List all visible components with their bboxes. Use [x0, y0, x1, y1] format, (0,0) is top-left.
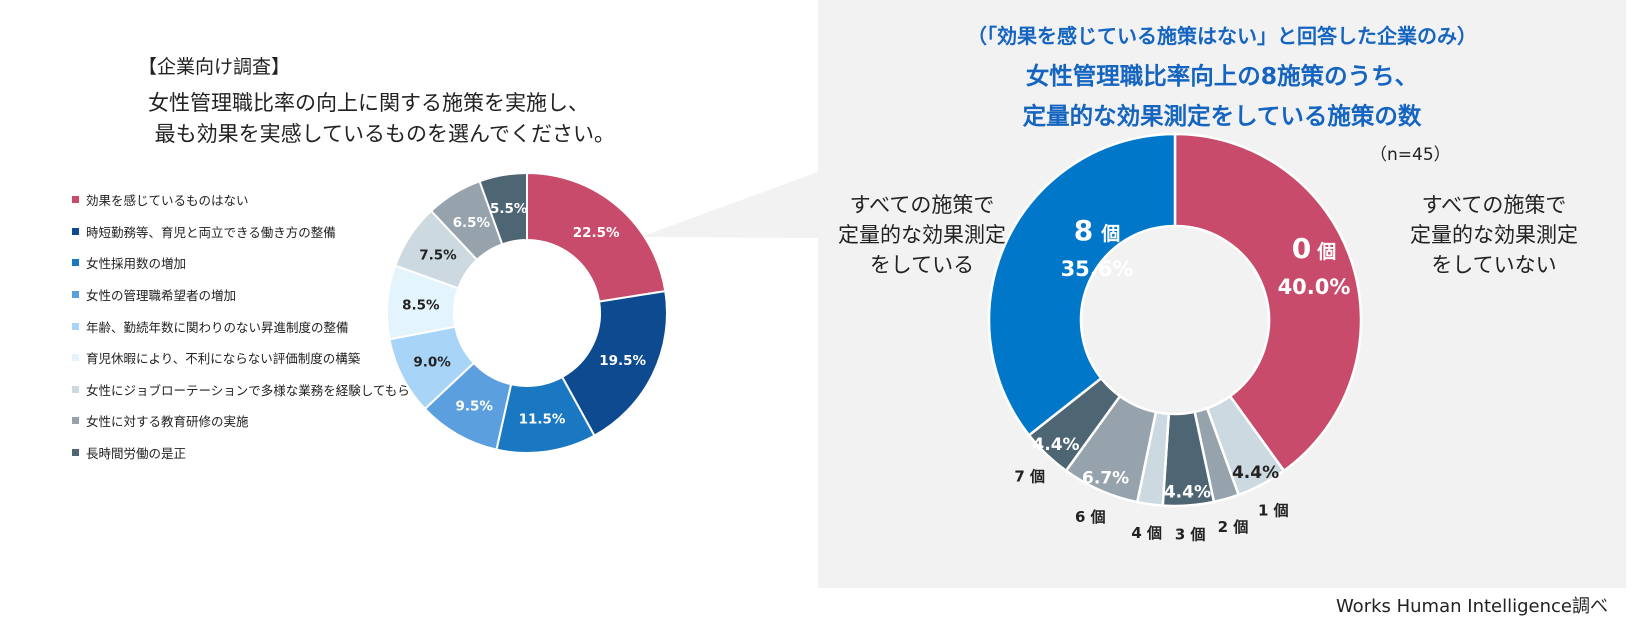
right-donut-count-label: 7 個 — [1014, 468, 1045, 486]
zero-pct-label: 40.0% — [1278, 275, 1351, 299]
left-donut-label: 11.5% — [519, 411, 566, 427]
legend-item: 長時間労働の是正 — [72, 437, 422, 469]
survey-tag: 【企業向け調査】 — [138, 56, 291, 78]
legend-item: 育児休暇により、不利にならない評価制度の構築 — [72, 342, 422, 374]
legend-swatch — [72, 227, 79, 235]
left-donut-slice — [560, 289, 668, 438]
left-donut-label: 9.0% — [413, 354, 451, 370]
legend-item: 女性採用数の増加 — [72, 247, 422, 279]
right-donut-count-label: 2 個 — [1218, 518, 1249, 536]
right-title: 女性管理職比率向上の8施策のうち、 定量的な効果測定をしている施策の数 — [1022, 62, 1422, 130]
legend-swatch — [72, 385, 79, 393]
left-donut-slice — [526, 171, 667, 303]
right-donut-pct-label: 4.4% — [1232, 463, 1279, 483]
left-legend: 効果を感じているものはない時短勤務等、育児と両立できる働き方の整備 女性採用数の増… — [72, 184, 422, 468]
legend-swatch — [72, 417, 79, 425]
legend-item: 女性に対する教育研修の実施 — [72, 405, 422, 437]
right-subtitle: （「効果を感じている施策はない」と回答した企業のみ） — [967, 24, 1477, 48]
left-donut-slice — [478, 171, 528, 246]
legend-label: 時短勤務等、育児と両立できる働き方の整備 — [86, 224, 336, 240]
right-donut-slice — [987, 132, 1177, 438]
legend-swatch — [72, 291, 79, 299]
legend-label: 効果を感じているものはない — [86, 193, 249, 209]
legend-item: 女性にジョブローテーションで多様な業務を経験してもらう — [72, 374, 422, 406]
left-donut-label: 6.5% — [453, 215, 491, 231]
legend-swatch — [72, 449, 79, 457]
label-none-measured: すべての施策で 定量的な効果測定 をしていない — [1410, 193, 1578, 277]
legend-label: 女性の管理職希望者の増加 — [86, 288, 237, 304]
legend-item: 時短勤務等、育児と両立できる働き方の整備 — [72, 216, 422, 248]
right-donut-pct-label: 4.4% — [1164, 483, 1211, 503]
survey-question: 女性管理職比率の向上に関する施策を実施し、 最も効果を実感しているものを選んでく… — [148, 91, 615, 146]
right-donut-pct-label: 6.7% — [1082, 468, 1129, 488]
legend-label: 女性にジョブローテーションで多様な業務を経験してもらう — [86, 382, 423, 398]
label-all-measured: すべての施策で 定量的な効果測定 をしている — [838, 193, 1006, 277]
legend-swatch — [72, 322, 79, 330]
left-donut-label: 9.5% — [456, 399, 494, 415]
left-donut-label: 7.5% — [419, 248, 457, 264]
right-donut-pct-label: 4.4% — [1032, 435, 1079, 455]
source-note: Works Human Intelligence調べ — [1335, 596, 1608, 617]
left-donut-label: 22.5% — [573, 225, 620, 241]
left-donut-label: 5.5% — [490, 201, 528, 217]
right-donut-count-label: 6 個 — [1075, 508, 1106, 526]
legend-swatch — [72, 196, 79, 204]
right-donut-count-label: 3 個 — [1175, 525, 1206, 543]
legend-label: 女性採用数の増加 — [86, 256, 187, 272]
legend-item: 効果を感じているものはない — [72, 184, 422, 216]
right-donut-count-label: 4 個 — [1131, 524, 1162, 542]
legend-label: 年齢、勤続年数に関わりのない昇進制度の整備 — [86, 319, 349, 335]
left-donut-label: 19.5% — [599, 353, 646, 369]
legend-label: 育児休暇により、不利にならない評価制度の構築 — [86, 351, 361, 367]
right-donut-count-label: 1 個 — [1258, 502, 1289, 520]
eight-pct-label: 35.6% — [1061, 257, 1134, 281]
legend-label: 女性に対する教育研修の実施 — [86, 414, 249, 430]
legend-item: 年齢、勤続年数に関わりのない昇進制度の整備 — [72, 310, 422, 342]
sample-size: （n=45） — [1370, 145, 1451, 165]
legend-item: 女性の管理職希望者の増加 — [72, 279, 422, 311]
right-donut-slice — [1173, 132, 1363, 473]
legend-label: 長時間労働の是正 — [86, 446, 187, 462]
legend-swatch — [72, 259, 79, 267]
left-donut-label: 8.5% — [402, 298, 440, 314]
legend-swatch — [72, 354, 79, 362]
callout-wedge — [640, 172, 818, 238]
